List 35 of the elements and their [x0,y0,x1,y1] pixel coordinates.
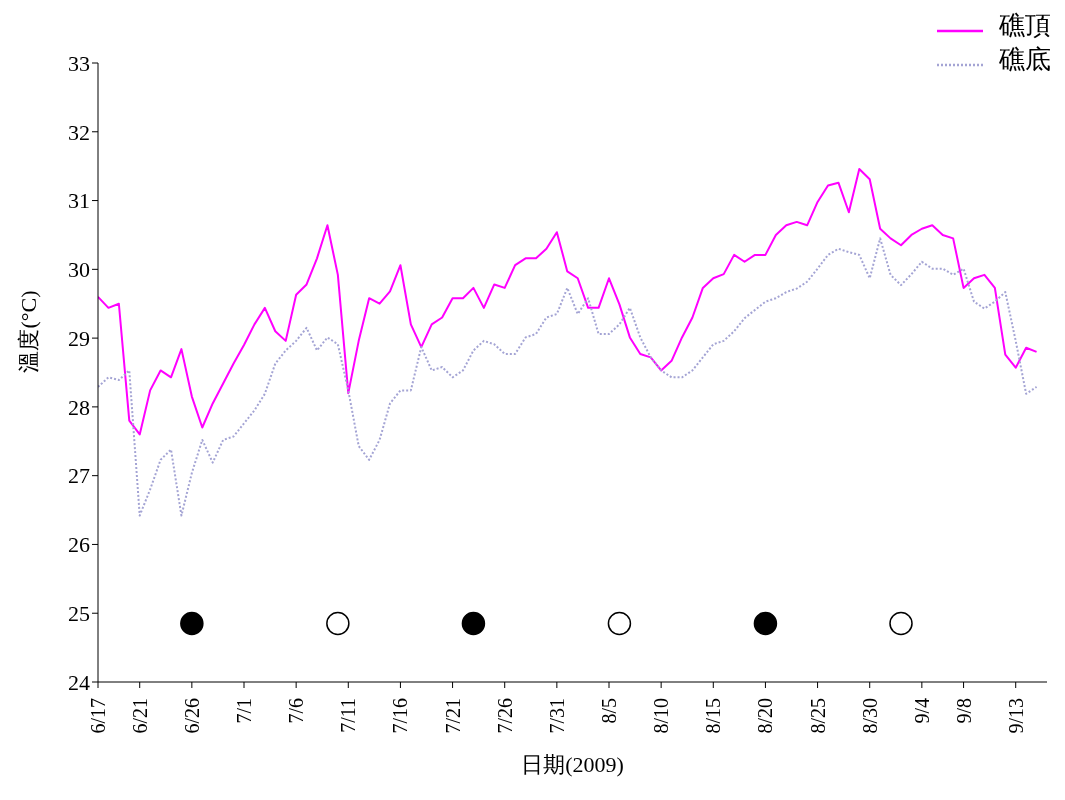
y-tick-label: 29 [68,325,90,351]
x-tick-label: 8/20 [754,698,777,734]
legend-label: 礁頂 [999,9,1051,42]
x-tick-label: 7/21 [441,698,464,734]
y-tick-label: 33 [68,50,90,76]
line-series [98,167,1038,436]
x-tick-label: 8/10 [650,698,673,734]
y-tick-label: 28 [68,394,90,420]
y-tick-label: 31 [68,188,90,214]
x-tick-label: 7/31 [545,698,568,734]
x-tick-label: 7/6 [285,698,308,724]
x-tick-label: 9/13 [1004,698,1027,734]
x-tick-label: 7/1 [233,698,255,724]
x-tick-label: 6/26 [180,698,203,734]
x-tick-label: 8/25 [806,698,829,734]
x-tick-label: 7/11 [337,698,360,733]
y-tick-label: 24 [68,669,90,695]
y-tick-label: 30 [68,257,90,283]
x-tick-label: 6/17 [87,698,109,734]
y-tick-label: 27 [68,463,90,489]
x-tick-label: 6/21 [128,698,151,734]
line-series [98,237,1038,517]
x-tick-label: 8/5 [598,698,620,724]
x-axis-title: 日期(2009) [521,752,624,777]
y-axis-title: 溫度(°C) [15,290,41,373]
y-tick-label: 25 [68,601,90,627]
y-tick-label: 26 [68,532,90,558]
x-tick-label: 7/16 [389,698,412,734]
x-tick-label: 8/30 [858,698,881,734]
y-tick-label: 32 [68,119,90,145]
x-tick-label: 9/8 [952,698,975,724]
x-tick-label: 7/26 [493,698,516,734]
x-tick-label: 8/15 [702,698,725,734]
legend-label: 礁底 [999,43,1051,76]
x-tick-label: 9/4 [910,698,933,724]
